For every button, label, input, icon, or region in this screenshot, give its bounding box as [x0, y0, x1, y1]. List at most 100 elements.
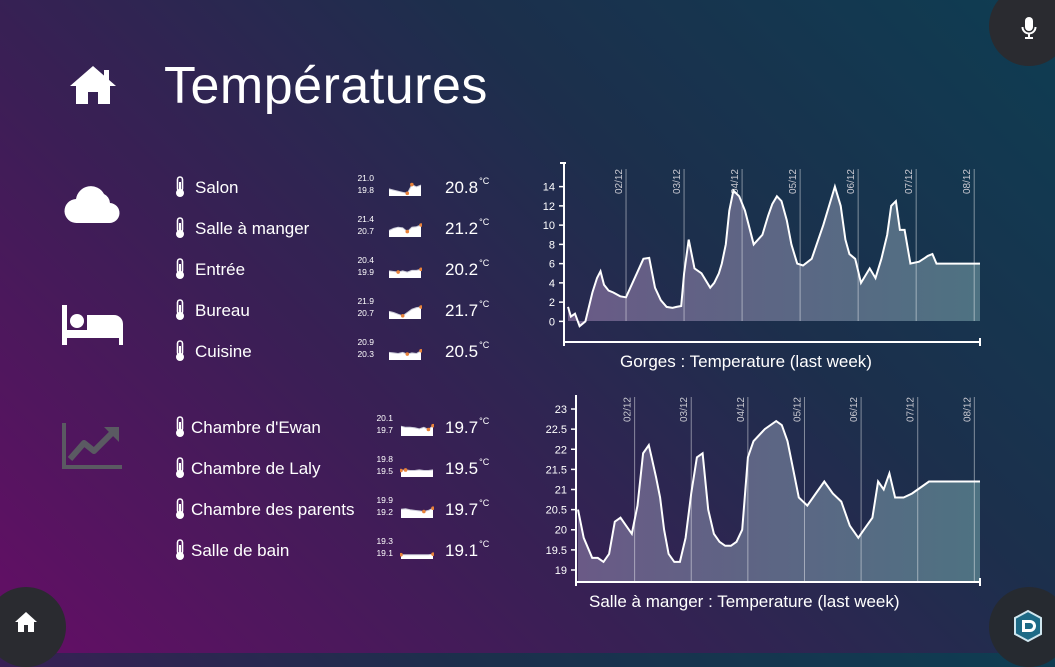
sparkline-extreme-dot [431, 423, 434, 428]
sparkline-extreme-dot [405, 229, 410, 234]
room-max: 19.9 [376, 495, 393, 505]
gorges-temperature-chart[interactable]: 02/12 03/12 04/12 05/12 06/12 07/12 08/12 0 2 4 6 8… [520, 155, 990, 350]
sparkline-extreme-dot [419, 223, 422, 227]
chart-y-tick-label: 4 [549, 278, 555, 290]
room-max: 19.3 [376, 536, 393, 546]
voice-button[interactable] [989, 0, 1055, 66]
room-value: 21.2°C [445, 217, 489, 239]
chart-y-tick-label: 8 [549, 239, 555, 251]
room-min: 20.3 [357, 349, 374, 359]
chart-title-gorges: Gorges : Temperature (last week) [620, 352, 872, 371]
sparkline-extreme-dot [419, 348, 422, 353]
sparkline-line [400, 507, 434, 513]
room-row[interactable]: Salle de bain 19.3 19.1 19.1°C [174, 536, 504, 566]
chart-y-tick-label: 21.5 [546, 464, 567, 476]
room-value-number: 19.7 [445, 500, 479, 519]
room-min: 20.7 [357, 308, 374, 318]
app-logo-button[interactable] [989, 587, 1055, 667]
room-min: 19.7 [376, 425, 393, 435]
room-min: 19.5 [376, 466, 393, 476]
cloud-icon[interactable] [63, 182, 121, 224]
room-max: 21.4 [357, 214, 374, 224]
chart-y-tick-label: 0 [549, 316, 555, 328]
room-row[interactable]: Chambre de Laly 19.8 19.5 19.5°C [174, 454, 504, 484]
sparkline-line [388, 350, 422, 355]
chart-y-tick-label: 23 [555, 404, 567, 416]
room-name: Cuisine [195, 342, 252, 361]
sparkline-extreme-dot [426, 427, 431, 432]
room-row[interactable]: Salle à manger 21.4 20.7 21.2°C [174, 214, 504, 244]
sparkline-line [401, 553, 434, 556]
sparkline-line [388, 306, 422, 317]
thermometer-icon [174, 217, 186, 244]
room-row[interactable]: Chambre d'Ewan 20.1 19.7 19.7°C [174, 413, 504, 443]
room-sparkline [388, 305, 422, 319]
sparkline-line [388, 268, 422, 273]
home-icon [15, 612, 37, 632]
sparkline-area [389, 269, 421, 278]
chart-y-tick-label: 22 [555, 444, 567, 456]
chart-day-label: 07/12 [904, 169, 915, 194]
chart-day-label: 04/12 [736, 397, 747, 422]
sparkline-extreme-dot [419, 267, 422, 272]
room-max: 19.8 [376, 454, 393, 464]
room-value-number: 20.5 [445, 342, 479, 361]
chart-trend-icon[interactable] [62, 421, 124, 469]
room-name: Chambre des parents [191, 500, 355, 519]
room-value: 20.2°C [445, 258, 489, 280]
room-row[interactable]: Salon 21.0 19.8 20.8°C [174, 173, 504, 203]
room-value-number: 19.5 [445, 459, 479, 478]
sparkline-extreme-dot [396, 270, 400, 274]
sparkline-extreme-dot [400, 468, 403, 473]
chart-y-tick-label: 20.5 [546, 505, 567, 517]
room-row[interactable]: Chambre des parents 19.9 19.2 19.7°C [174, 495, 504, 524]
room-min: 19.8 [357, 185, 374, 195]
room-value: 20.8°C [445, 176, 489, 198]
chart-day-label: 08/12 [962, 397, 973, 422]
room-name: Salle de bain [191, 541, 290, 560]
chart-y-tick-label: 19.5 [546, 545, 567, 557]
thermometer-icon [174, 340, 186, 367]
room-row[interactable]: Cuisine 20.9 20.3 20.5°C [174, 337, 504, 367]
home-button[interactable] [0, 587, 66, 667]
room-name: Chambre d'Ewan [191, 418, 321, 437]
room-value: 19.1°C [445, 539, 490, 561]
chart-title-salle-a-manger: Salle à manger : Temperature (last week) [589, 592, 900, 611]
sparkline-extreme-dot [431, 506, 434, 510]
thermometer-icon [174, 416, 186, 443]
home-icon[interactable] [68, 64, 118, 106]
thermometer-icon [174, 457, 186, 484]
room-sparkline [400, 423, 434, 436]
room-row[interactable]: Bureau 21.9 20.7 21.7°C [174, 296, 504, 325]
room-sparkline [388, 182, 422, 196]
chart-day-label: 03/12 [672, 169, 683, 194]
room-sparkline [388, 223, 422, 237]
sparkline-extreme-dot [403, 468, 408, 472]
room-sparkline [400, 552, 434, 559]
chart-y-tick-label: 10 [543, 220, 555, 232]
room-sparkline [388, 267, 422, 278]
chart-day-label: 06/12 [849, 397, 860, 422]
thermometer-icon [174, 539, 186, 566]
chart-day-label: 05/12 [788, 169, 799, 194]
thermometer-icon [174, 176, 186, 203]
app-logo-icon [1014, 609, 1042, 643]
room-value: 21.7°C [445, 299, 489, 321]
page-title: Températures [164, 57, 488, 115]
room-value: 19.7°C [445, 416, 489, 438]
sparkline-extreme-dot [410, 182, 414, 187]
chart-y-tick-label: 12 [543, 201, 555, 213]
chart-area [578, 421, 980, 581]
salle-a-manger-temperature-chart[interactable]: 02/12 03/12 04/12 05/12 06/12 07/12 08/12 19 19.… [520, 395, 990, 590]
chart-line [577, 419, 980, 564]
bed-icon[interactable] [62, 305, 124, 345]
room-value-unit: °C [479, 539, 490, 550]
room-row[interactable]: Entrée 20.4 19.9 20.2°C [174, 255, 504, 284]
sparkline-extreme-dot [400, 314, 405, 318]
sparkline-extreme-dot [405, 191, 410, 196]
room-sparkline [400, 506, 434, 518]
sparkline-area [401, 554, 433, 559]
room-max: 21.9 [357, 296, 374, 306]
room-value-number: 19.7 [445, 418, 479, 437]
room-value-number: 20.2 [445, 260, 479, 279]
